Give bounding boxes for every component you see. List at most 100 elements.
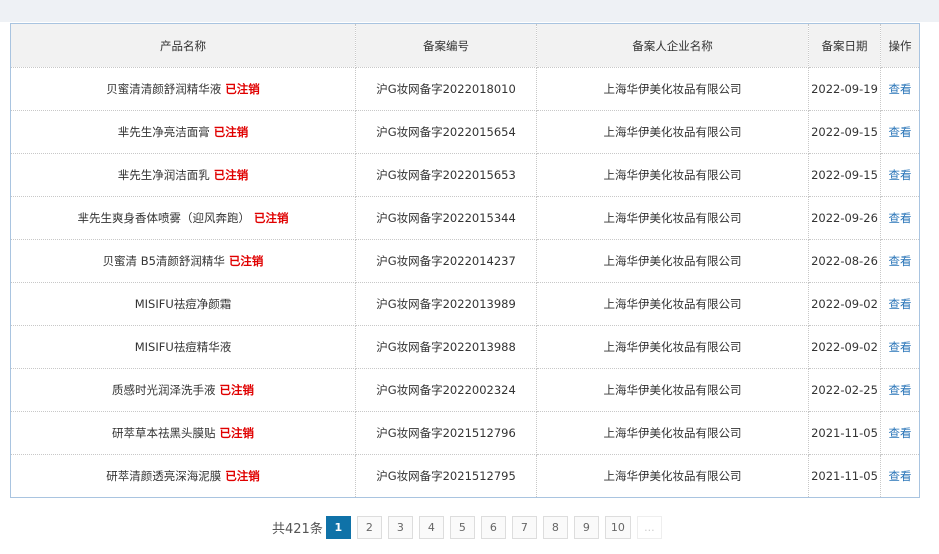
product-name-cell: 贝蜜清 B5清颜舒润精华 已注销 (10, 239, 356, 283)
company-name: 上海华伊美化妆品有限公司 (536, 239, 809, 283)
view-link[interactable]: 查看 (888, 297, 912, 311)
page-more-button[interactable]: ... (636, 516, 662, 539)
product-name: 芈先生爽身香体喷雾（迎风奔跑） (77, 211, 251, 225)
view-link[interactable]: 查看 (888, 82, 912, 96)
action-cell: 查看 (880, 196, 920, 240)
view-link[interactable]: 查看 (888, 469, 912, 483)
company-name: 上海华伊美化妆品有限公司 (536, 368, 809, 412)
company-name: 上海华伊美化妆品有限公司 (536, 411, 809, 455)
product-name-cell: 质感时光润泽洗手液 已注销 (10, 368, 356, 412)
view-link[interactable]: 查看 (888, 211, 912, 225)
product-name: 芈先生净亮洁面膏 (117, 125, 210, 139)
product-name: 质感时光润泽洗手液 (112, 383, 216, 397)
product-name-cell: 芈先生净亮洁面膏 已注销 (10, 110, 356, 154)
record-date: 2022-08-26 (808, 239, 881, 283)
header-action: 操作 (880, 23, 920, 68)
page-button-4[interactable]: 4 (418, 516, 444, 539)
table-row: 芈先生爽身香体喷雾（迎风奔跑） 已注销 沪G妆网备字2022015344 上海华伊… (10, 196, 920, 240)
product-name: 研萃清颜透亮深海泥膜 (106, 469, 222, 483)
record-number: 沪G妆网备字2022015344 (355, 196, 537, 240)
table-row: 研萃清颜透亮深海泥膜 已注销 沪G妆网备字2021512795 上海华伊美化妆品有… (10, 454, 920, 498)
record-number: 沪G妆网备字2022002324 (355, 368, 537, 412)
record-number: 沪G妆网备字2022013989 (355, 282, 537, 326)
action-cell: 查看 (880, 153, 920, 197)
record-date: 2021-11-05 (808, 454, 881, 498)
header-company-name: 备案人企业名称 (536, 23, 809, 68)
record-number: 沪G妆网备字2022014237 (355, 239, 537, 283)
company-name: 上海华伊美化妆品有限公司 (536, 153, 809, 197)
product-name: MISIFU祛痘精华液 (134, 340, 232, 354)
status-badge: 已注销 (225, 82, 260, 96)
company-name: 上海华伊美化妆品有限公司 (536, 454, 809, 498)
total-count: 共421条 (272, 522, 323, 537)
status-badge: 已注销 (219, 426, 255, 440)
table-row: MISIFU祛痘精华液 沪G妆网备字2022013988 上海华伊美化妆品有限公… (10, 325, 920, 369)
table-row: 研萃草本祛黑头膜贴 已注销 沪G妆网备字2021512796 上海华伊美化妆品有限… (10, 411, 920, 455)
top-band (0, 0, 939, 22)
action-cell: 查看 (880, 239, 920, 283)
table-row: 质感时光润泽洗手液 已注销 沪G妆网备字2022002324 上海华伊美化妆品有限… (10, 368, 920, 412)
table-header-row: 产品名称 备案编号 备案人企业名称 备案日期 操作 (10, 23, 920, 68)
company-name: 上海华伊美化妆品有限公司 (536, 67, 809, 111)
record-date: 2022-09-02 (808, 325, 881, 369)
view-link[interactable]: 查看 (888, 168, 912, 182)
header-product-name: 产品名称 (10, 23, 356, 68)
product-name-cell: 研萃草本祛黑头膜贴 已注销 (10, 411, 356, 455)
pagination: 共421条 1 2 3 4 5 6 7 8 9 10... (272, 516, 668, 539)
record-date: 2022-09-19 (808, 67, 881, 111)
action-cell: 查看 (880, 454, 920, 498)
product-name-cell: 研萃清颜透亮深海泥膜 已注销 (10, 454, 356, 498)
page-button-8[interactable]: 8 (542, 516, 568, 539)
action-cell: 查看 (880, 368, 920, 412)
status-badge: 已注销 (228, 254, 264, 268)
table-row: 芈先生净润洁面乳 已注销 沪G妆网备字2022015653 上海华伊美化妆品有限公… (10, 153, 920, 197)
view-link[interactable]: 查看 (888, 125, 912, 139)
page-button-9[interactable]: 9 (573, 516, 599, 539)
record-number: 沪G妆网备字2021512795 (355, 454, 537, 498)
view-link[interactable]: 查看 (888, 254, 912, 268)
records-table: 产品名称 备案编号 备案人企业名称 备案日期 操作 贝蜜清清颜舒润精华液 已注销 … (10, 23, 920, 498)
page-button-5[interactable]: 5 (449, 516, 475, 539)
record-number: 沪G妆网备字2022018010 (355, 67, 537, 111)
table-row: 贝蜜清 B5清颜舒润精华 已注销 沪G妆网备字2022014237 上海华伊美化妆… (10, 239, 920, 283)
page-button-3[interactable]: 3 (387, 516, 413, 539)
status-badge: 已注销 (213, 168, 249, 182)
page-button-10[interactable]: 10 (604, 516, 631, 539)
company-name: 上海华伊美化妆品有限公司 (536, 282, 809, 326)
product-name-cell: 芈先生净润洁面乳 已注销 (10, 153, 356, 197)
view-link[interactable]: 查看 (888, 340, 912, 354)
product-name-cell: 贝蜜清清颜舒润精华液 已注销 (10, 67, 356, 111)
action-cell: 查看 (880, 67, 920, 111)
record-number: 沪G妆网备字2022015654 (355, 110, 537, 154)
product-name: 研萃草本祛黑头膜贴 (112, 426, 216, 440)
company-name: 上海华伊美化妆品有限公司 (536, 110, 809, 154)
product-name: 贝蜜清 B5清颜舒润精华 (102, 254, 225, 268)
page-button-7[interactable]: 7 (511, 516, 537, 539)
action-cell: 查看 (880, 110, 920, 154)
table-row: MISIFU祛痘净颜霜 沪G妆网备字2022013989 上海华伊美化妆品有限公… (10, 282, 920, 326)
record-date: 2021-11-05 (808, 411, 881, 455)
record-number: 沪G妆网备字2022015653 (355, 153, 537, 197)
page-button-6[interactable]: 6 (480, 516, 506, 539)
record-date: 2022-09-15 (808, 110, 881, 154)
record-number: 沪G妆网备字2022013988 (355, 325, 537, 369)
product-name: 贝蜜清清颜舒润精华液 (106, 82, 222, 96)
status-badge: 已注销 (219, 383, 255, 397)
product-name: 芈先生净润洁面乳 (117, 168, 210, 182)
table-row: 芈先生净亮洁面膏 已注销 沪G妆网备字2022015654 上海华伊美化妆品有限公… (10, 110, 920, 154)
page-button-2[interactable]: 2 (356, 516, 382, 539)
company-name: 上海华伊美化妆品有限公司 (536, 196, 809, 240)
page-button-1[interactable]: 1 (325, 516, 351, 539)
action-cell: 查看 (880, 411, 920, 455)
status-badge: 已注销 (254, 211, 289, 225)
record-date: 2022-02-25 (808, 368, 881, 412)
record-date: 2022-09-26 (808, 196, 881, 240)
header-record-number: 备案编号 (355, 23, 537, 68)
table-row: 贝蜜清清颜舒润精华液 已注销 沪G妆网备字2022018010 上海华伊美化妆品有… (10, 67, 920, 111)
view-link[interactable]: 查看 (888, 426, 912, 440)
status-badge: 已注销 (225, 469, 260, 483)
product-name-cell: MISIFU祛痘净颜霜 (10, 282, 356, 326)
view-link[interactable]: 查看 (888, 383, 912, 397)
product-name-cell: MISIFU祛痘精华液 (10, 325, 356, 369)
action-cell: 查看 (880, 282, 920, 326)
